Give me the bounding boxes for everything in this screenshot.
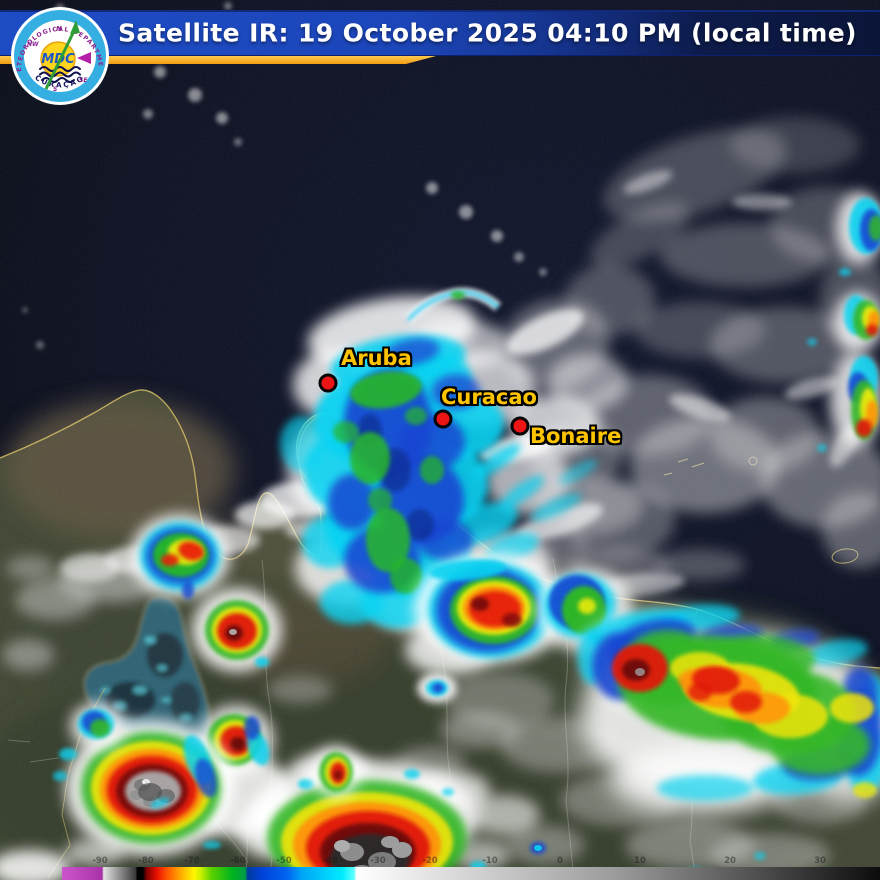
curacao-label: Curacao	[441, 385, 537, 409]
colorbar-tick: -50	[276, 856, 292, 866]
aruba-label: Aruba	[341, 346, 412, 370]
bonaire-location-dot	[510, 416, 530, 436]
colorbar-tick: -80	[138, 856, 154, 866]
colorbar-tick: -40	[322, 856, 338, 866]
logo-acronym: MDC	[41, 52, 75, 67]
svg-text:N: N	[56, 25, 62, 33]
banner-accent-stripe	[0, 56, 436, 64]
aruba-location-dot	[318, 373, 338, 393]
colorbar-tick: 30	[814, 856, 826, 866]
logo-waves-icon	[39, 66, 81, 83]
curacao-location-dot	[433, 409, 453, 429]
logo-compass-letters: N NW SE S	[27, 25, 88, 93]
colorbar-tick: -30	[370, 856, 386, 866]
colorbar-tick: -10	[482, 856, 498, 866]
colorbar-tick: 0	[557, 856, 563, 866]
colorbar-tick: -20	[422, 856, 438, 866]
svg-text:NW: NW	[27, 41, 39, 48]
mdc-logo: METEOROLOGICAL DEPARTMENT CURAÇAO N NW S…	[10, 6, 109, 105]
ir-temperature-colorbar	[62, 867, 880, 880]
svg-text:S: S	[53, 86, 57, 93]
bonaire-label: Bonaire	[530, 424, 622, 448]
logo-compass-arrow-icon	[44, 20, 80, 90]
colorbar-tick: -60	[230, 856, 246, 866]
colorbar-tick: 10	[634, 856, 646, 866]
colorbar-tick: -90	[92, 856, 108, 866]
logo-sun	[40, 41, 76, 77]
logo-west-arrow-icon	[77, 52, 91, 64]
colorbar-tick: 20	[724, 856, 736, 866]
svg-text:SE: SE	[79, 77, 88, 84]
colorbar-tick: -70	[184, 856, 200, 866]
page-title: Satellite IR: 19 October 2025 04:10 PM (…	[118, 18, 857, 48]
title-banner: Satellite IR: 19 October 2025 04:10 PM (…	[0, 10, 880, 56]
